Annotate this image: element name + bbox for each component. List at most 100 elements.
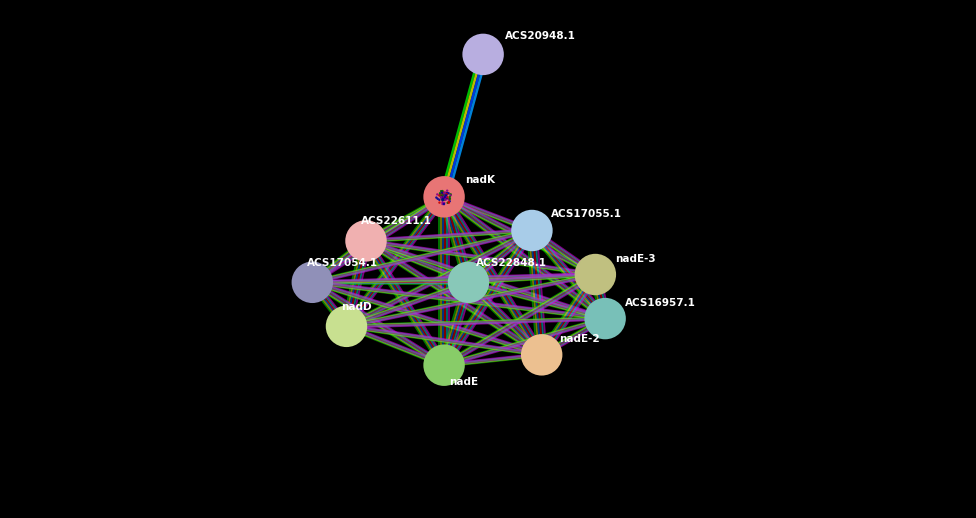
Point xyxy=(439,190,455,198)
Text: ACS22611.1: ACS22611.1 xyxy=(361,217,432,226)
Point xyxy=(435,192,451,200)
Point xyxy=(434,189,450,197)
Ellipse shape xyxy=(464,35,503,74)
Point xyxy=(435,189,451,197)
Point xyxy=(434,193,450,202)
Point xyxy=(442,197,458,205)
Point xyxy=(436,192,452,200)
Point xyxy=(436,195,452,203)
Point xyxy=(436,192,452,200)
Point xyxy=(441,198,457,206)
Point xyxy=(436,199,452,207)
Ellipse shape xyxy=(293,263,332,302)
Point xyxy=(434,198,450,207)
Point xyxy=(429,195,445,203)
Text: ACS17055.1: ACS17055.1 xyxy=(551,209,623,219)
Ellipse shape xyxy=(576,255,615,294)
Text: nadE-2: nadE-2 xyxy=(559,335,600,344)
Point xyxy=(434,193,450,202)
Point xyxy=(434,187,450,195)
Point xyxy=(438,196,454,204)
Point xyxy=(442,195,458,203)
Point xyxy=(436,193,452,202)
Point xyxy=(439,186,455,195)
Point xyxy=(437,188,453,196)
Point xyxy=(434,190,450,198)
Point xyxy=(436,192,452,200)
Point xyxy=(437,193,453,202)
Point xyxy=(433,193,449,202)
Point xyxy=(436,195,452,203)
Point xyxy=(442,193,458,201)
Point xyxy=(439,194,455,203)
Ellipse shape xyxy=(449,263,488,302)
Point xyxy=(443,191,459,199)
Point xyxy=(441,198,457,207)
Point xyxy=(436,193,452,201)
Point xyxy=(436,193,452,201)
Point xyxy=(435,190,451,198)
Point xyxy=(440,198,456,207)
Point xyxy=(436,192,452,200)
Text: ACS16957.1: ACS16957.1 xyxy=(625,298,696,308)
Point xyxy=(436,192,452,200)
Point xyxy=(434,192,450,200)
Text: nadK: nadK xyxy=(466,176,496,185)
Point xyxy=(438,192,454,200)
Point xyxy=(431,198,447,207)
Text: nadE-3: nadE-3 xyxy=(615,254,656,264)
Point xyxy=(434,192,450,200)
Point xyxy=(434,193,450,201)
Point xyxy=(438,190,454,198)
Point xyxy=(429,190,445,198)
Point xyxy=(436,193,452,201)
Point xyxy=(436,191,452,199)
Point xyxy=(433,187,449,195)
Point xyxy=(434,196,450,204)
Text: nadD: nadD xyxy=(342,302,372,312)
Point xyxy=(436,196,452,204)
Text: ACS20948.1: ACS20948.1 xyxy=(505,32,576,41)
Point xyxy=(434,195,450,204)
Point xyxy=(441,195,457,204)
Ellipse shape xyxy=(586,299,625,338)
Ellipse shape xyxy=(425,346,464,385)
Point xyxy=(432,189,448,197)
Point xyxy=(431,196,447,204)
Point xyxy=(432,191,448,199)
Ellipse shape xyxy=(346,221,386,261)
Point xyxy=(439,189,455,197)
Point xyxy=(436,200,452,208)
Text: ACS22848.1: ACS22848.1 xyxy=(476,258,548,268)
Point xyxy=(443,190,459,198)
Text: nadE: nadE xyxy=(449,377,478,387)
Point xyxy=(435,194,451,202)
Point xyxy=(436,192,452,200)
Text: ACS17054.1: ACS17054.1 xyxy=(307,258,379,268)
Point xyxy=(436,193,452,201)
Point xyxy=(431,191,447,199)
Point xyxy=(439,190,455,198)
Point xyxy=(438,192,454,200)
Point xyxy=(434,192,450,200)
Point xyxy=(436,193,452,201)
Point xyxy=(441,195,457,203)
Point xyxy=(435,191,451,199)
Point xyxy=(434,192,450,200)
Ellipse shape xyxy=(425,177,464,217)
Point xyxy=(436,190,452,198)
Point xyxy=(428,193,444,202)
Point xyxy=(441,189,457,197)
Point xyxy=(433,194,449,202)
Point xyxy=(436,193,452,201)
Point xyxy=(432,192,448,200)
Ellipse shape xyxy=(512,211,551,250)
Ellipse shape xyxy=(327,307,366,346)
Point xyxy=(438,192,454,200)
Point xyxy=(438,191,454,199)
Point xyxy=(437,195,453,203)
Point xyxy=(436,192,452,200)
Point xyxy=(434,200,450,208)
Ellipse shape xyxy=(522,335,561,375)
Point xyxy=(438,192,454,200)
